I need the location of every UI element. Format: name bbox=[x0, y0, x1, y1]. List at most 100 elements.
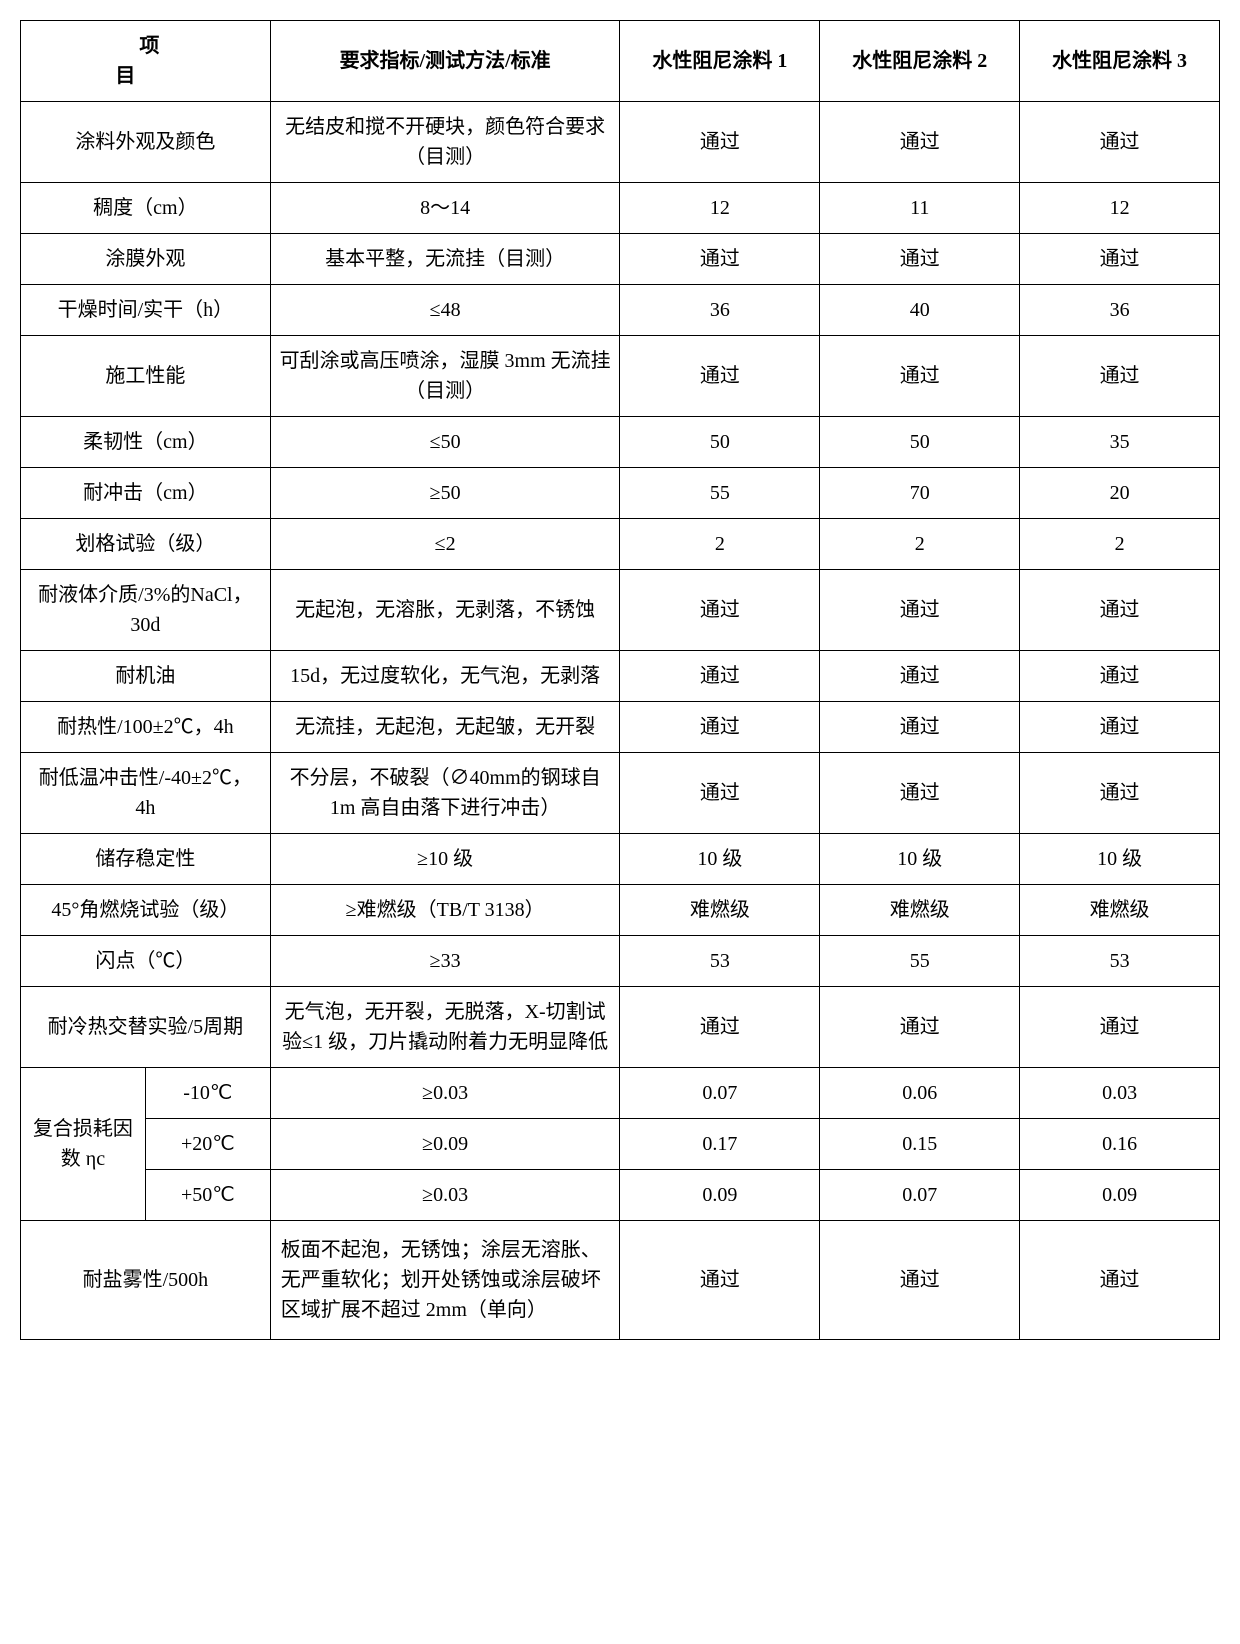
cell-v1: 通过 bbox=[620, 1221, 820, 1340]
cell-v1: 通过 bbox=[620, 651, 820, 702]
cell-v1: 36 bbox=[620, 285, 820, 336]
cell-v3: 35 bbox=[1020, 417, 1220, 468]
cell-item: 耐冲击（cm） bbox=[21, 468, 271, 519]
cell-v2: 70 bbox=[820, 468, 1020, 519]
table-row: 复合损耗因数 ηc-10℃≥0.030.070.060.03 bbox=[21, 1068, 1220, 1119]
cell-req: ≤50 bbox=[270, 417, 620, 468]
cell-req: 8～14 bbox=[270, 183, 620, 234]
cell-item: 闪点（℃） bbox=[21, 936, 271, 987]
cell-item: 耐热性/100±2℃，4h bbox=[21, 702, 271, 753]
cell-v3: 53 bbox=[1020, 936, 1220, 987]
cell-v3: 20 bbox=[1020, 468, 1220, 519]
cell-v1: 0.07 bbox=[620, 1068, 820, 1119]
cell-temp: +50℃ bbox=[145, 1170, 270, 1221]
cell-v2: 55 bbox=[820, 936, 1020, 987]
cell-v2: 通过 bbox=[820, 651, 1020, 702]
cell-item: 储存稳定性 bbox=[21, 834, 271, 885]
cell-req: 15d，无过度软化，无气泡，无剥落 bbox=[270, 651, 620, 702]
table-row: 划格试验（级）≤2222 bbox=[21, 519, 1220, 570]
cell-v1: 通过 bbox=[620, 336, 820, 417]
cell-v3: 通过 bbox=[1020, 702, 1220, 753]
cell-v3: 0.09 bbox=[1020, 1170, 1220, 1221]
table-row: 耐冲击（cm）≥50557020 bbox=[21, 468, 1220, 519]
cell-v3: 通过 bbox=[1020, 753, 1220, 834]
cell-v1: 2 bbox=[620, 519, 820, 570]
cell-v2: 通过 bbox=[820, 702, 1020, 753]
cell-req: 无流挂，无起泡，无起皱，无开裂 bbox=[270, 702, 620, 753]
cell-v1: 53 bbox=[620, 936, 820, 987]
cell-req: ≤2 bbox=[270, 519, 620, 570]
cell-v2: 通过 bbox=[820, 1221, 1020, 1340]
cell-req: 不分层，不破裂（∅40mm的钢球自 1m 高自由落下进行冲击） bbox=[270, 753, 620, 834]
cell-req: 无结皮和搅不开硬块，颜色符合要求（目测） bbox=[270, 102, 620, 183]
cell-item: 柔韧性（cm） bbox=[21, 417, 271, 468]
cell-item: 划格试验（级） bbox=[21, 519, 271, 570]
col-header-v3: 水性阻尼涂料 3 bbox=[1020, 21, 1220, 102]
cell-v1: 通过 bbox=[620, 702, 820, 753]
cell-req: ≥0.03 bbox=[270, 1068, 620, 1119]
table-row: 稠度（cm）8～14121112 bbox=[21, 183, 1220, 234]
cell-item: 45°角燃烧试验（级） bbox=[21, 885, 271, 936]
cell-req: 板面不起泡，无锈蚀；涂层无溶胀、无严重软化；划开处锈蚀或涂层破坏区域扩展不超过 … bbox=[270, 1221, 620, 1340]
cell-req: 无起泡，无溶胀，无剥落，不锈蚀 bbox=[270, 570, 620, 651]
cell-v3: 2 bbox=[1020, 519, 1220, 570]
cell-v1: 通过 bbox=[620, 753, 820, 834]
cell-item: 涂料外观及颜色 bbox=[21, 102, 271, 183]
cell-item: 稠度（cm） bbox=[21, 183, 271, 234]
cell-v3: 难燃级 bbox=[1020, 885, 1220, 936]
cell-req: ≥0.09 bbox=[270, 1119, 620, 1170]
table-row: 耐低温冲击性/-40±2℃，4h不分层，不破裂（∅40mm的钢球自 1m 高自由… bbox=[21, 753, 1220, 834]
table-row: 柔韧性（cm）≤50505035 bbox=[21, 417, 1220, 468]
cell-v2: 10 级 bbox=[820, 834, 1020, 885]
col-header-v1: 水性阻尼涂料 1 bbox=[620, 21, 820, 102]
cell-req: ≥10 级 bbox=[270, 834, 620, 885]
cell-item: 干燥时间/实干（h） bbox=[21, 285, 271, 336]
cell-v3: 通过 bbox=[1020, 234, 1220, 285]
cell-v3: 0.16 bbox=[1020, 1119, 1220, 1170]
cell-v3: 36 bbox=[1020, 285, 1220, 336]
spec-table: 项 目 要求指标/测试方法/标准 水性阻尼涂料 1 水性阻尼涂料 2 水性阻尼涂… bbox=[20, 20, 1220, 1340]
cell-v3: 10 级 bbox=[1020, 834, 1220, 885]
cell-item: 耐低温冲击性/-40±2℃，4h bbox=[21, 753, 271, 834]
cell-v2: 通过 bbox=[820, 987, 1020, 1068]
table-row: 耐盐雾性/500h板面不起泡，无锈蚀；涂层无溶胀、无严重软化；划开处锈蚀或涂层破… bbox=[21, 1221, 1220, 1340]
cell-item: 施工性能 bbox=[21, 336, 271, 417]
cell-temp: +20℃ bbox=[145, 1119, 270, 1170]
cell-req: ≥50 bbox=[270, 468, 620, 519]
cell-v2: 通过 bbox=[820, 570, 1020, 651]
cell-v2: 2 bbox=[820, 519, 1020, 570]
cell-v2: 11 bbox=[820, 183, 1020, 234]
cell-v1: 难燃级 bbox=[620, 885, 820, 936]
cell-item: 涂膜外观 bbox=[21, 234, 271, 285]
cell-item: 耐盐雾性/500h bbox=[21, 1221, 271, 1340]
cell-v1: 0.17 bbox=[620, 1119, 820, 1170]
table-row: +20℃≥0.090.170.150.16 bbox=[21, 1119, 1220, 1170]
table-row: 耐机油15d，无过度软化，无气泡，无剥落通过通过通过 bbox=[21, 651, 1220, 702]
table-row: 耐冷热交替实验/5周期无气泡，无开裂，无脱落，X-切割试验≤1 级，刀片撬动附着… bbox=[21, 987, 1220, 1068]
table-row: 耐液体介质/3%的NaCl，30d无起泡，无溶胀，无剥落，不锈蚀通过通过通过 bbox=[21, 570, 1220, 651]
cell-v3: 通过 bbox=[1020, 987, 1220, 1068]
cell-item: 耐机油 bbox=[21, 651, 271, 702]
cell-v2: 通过 bbox=[820, 234, 1020, 285]
cell-item: 耐冷热交替实验/5周期 bbox=[21, 987, 271, 1068]
cell-v3: 0.03 bbox=[1020, 1068, 1220, 1119]
cell-loss-factor-label: 复合损耗因数 ηc bbox=[21, 1068, 146, 1221]
cell-v1: 通过 bbox=[620, 987, 820, 1068]
cell-v1: 55 bbox=[620, 468, 820, 519]
cell-v2: 40 bbox=[820, 285, 1020, 336]
cell-item: 耐液体介质/3%的NaCl，30d bbox=[21, 570, 271, 651]
cell-v1: 通过 bbox=[620, 102, 820, 183]
table-row: 储存稳定性≥10 级10 级10 级10 级 bbox=[21, 834, 1220, 885]
table-row: 干燥时间/实干（h）≤48364036 bbox=[21, 285, 1220, 336]
cell-v1: 10 级 bbox=[620, 834, 820, 885]
cell-temp: -10℃ bbox=[145, 1068, 270, 1119]
table-row: 施工性能可刮涂或高压喷涂，湿膜 3mm 无流挂（目测）通过通过通过 bbox=[21, 336, 1220, 417]
cell-v1: 50 bbox=[620, 417, 820, 468]
cell-req: 基本平整，无流挂（目测） bbox=[270, 234, 620, 285]
col-header-item: 项 目 bbox=[21, 21, 271, 102]
table-row: 涂膜外观基本平整，无流挂（目测）通过通过通过 bbox=[21, 234, 1220, 285]
cell-v2: 0.15 bbox=[820, 1119, 1020, 1170]
cell-v2: 通过 bbox=[820, 753, 1020, 834]
cell-req: ≥难燃级（TB/T 3138） bbox=[270, 885, 620, 936]
cell-v2: 通过 bbox=[820, 102, 1020, 183]
